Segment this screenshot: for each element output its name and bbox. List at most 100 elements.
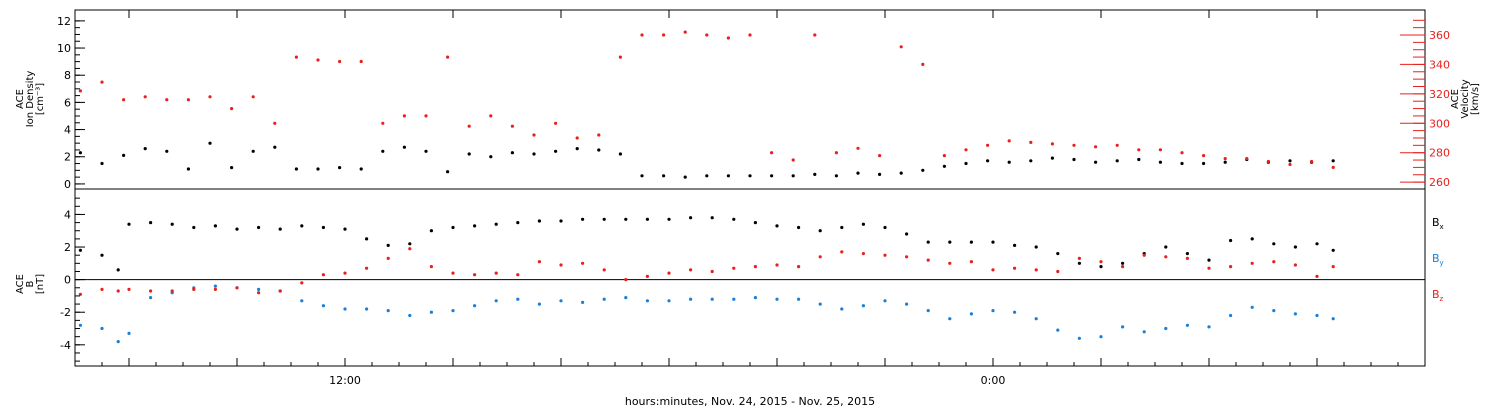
Bx-point (365, 237, 369, 241)
velocity-point (921, 62, 925, 66)
velocity-point (1029, 140, 1033, 144)
Bz-point (192, 287, 196, 291)
Bx-point (300, 224, 304, 228)
Bz-point (235, 286, 239, 290)
Bx-point (278, 227, 282, 231)
Bz-point (840, 250, 844, 254)
legend-sub: x (1440, 223, 1444, 231)
density-point (705, 174, 709, 178)
Bx-point (149, 221, 153, 225)
density-point (726, 174, 731, 178)
By-point (905, 302, 909, 306)
velocity-point (791, 158, 795, 162)
Bz-point (343, 271, 347, 275)
Bx-point (559, 219, 563, 223)
Bx-point (429, 229, 433, 233)
velocity-point (1223, 157, 1227, 161)
density-point (1050, 156, 1054, 160)
Bz-point (1142, 253, 1146, 257)
Bz-point (1056, 269, 1060, 274)
velocity-point (100, 80, 104, 84)
Bz-point (429, 265, 433, 269)
Bz-point (861, 252, 866, 256)
top-left-ylabel-line: [cm⁻³] (35, 83, 46, 115)
legend-sub: z (1440, 295, 1444, 303)
Bz-point (559, 263, 563, 267)
legend-sub: y (1440, 259, 1444, 267)
velocity-point (381, 121, 385, 125)
density-point (446, 170, 450, 174)
Bx-point (100, 253, 104, 257)
density-point (1180, 161, 1184, 166)
Bx-point (170, 222, 174, 226)
velocity-point (359, 59, 363, 64)
Bz-point (818, 255, 822, 259)
density-point (78, 151, 82, 155)
Bx-point (343, 227, 347, 231)
velocity-point (1115, 143, 1119, 147)
Bz-point (883, 253, 887, 257)
velocity-point (878, 154, 882, 158)
velocity-point (554, 121, 558, 125)
density-point (424, 149, 428, 153)
Bz-point (710, 269, 714, 274)
Bz-point (1013, 266, 1017, 270)
right-tick-label: 340 (1429, 58, 1450, 71)
Bx-point (689, 216, 693, 220)
velocity-point (230, 107, 234, 111)
velocity-point (1050, 142, 1054, 146)
density-point (921, 168, 925, 172)
velocity-point (942, 154, 947, 158)
By-point (116, 340, 120, 344)
density-point (143, 147, 147, 151)
velocity-point (1007, 139, 1011, 143)
Bx-point (948, 240, 952, 244)
Bz-point (689, 268, 693, 272)
Bz-point (321, 273, 325, 277)
By-point (861, 304, 866, 308)
density-point (230, 166, 234, 170)
Bx-point (1293, 245, 1297, 249)
Bz-point (926, 258, 930, 262)
By-point (149, 296, 153, 300)
density-point (554, 149, 558, 153)
Bx-point (883, 225, 887, 230)
Bx-point (926, 240, 930, 244)
Bz-point (451, 271, 455, 275)
Bz-point (1272, 260, 1276, 264)
velocity-point (1331, 165, 1335, 169)
Bz-point (1229, 265, 1233, 269)
velocity-point (986, 143, 990, 147)
By-point (1293, 312, 1297, 316)
velocity-point (618, 55, 623, 59)
Bz-point (1034, 268, 1038, 272)
Bx-point (969, 240, 974, 244)
velocity-point (1288, 162, 1292, 167)
density-point (1094, 160, 1098, 164)
Bx-point (1164, 245, 1168, 249)
By-point (78, 323, 82, 327)
Bz-point (473, 273, 477, 277)
plot-frame (74, 9, 1426, 367)
velocity-point (964, 148, 968, 152)
Bx-point (1331, 248, 1335, 252)
Bx-point (1207, 258, 1211, 262)
Bz-point (257, 291, 261, 295)
Bz-point (300, 281, 304, 285)
density-point (1223, 160, 1227, 164)
velocity-point (662, 33, 666, 37)
density-point (575, 147, 579, 151)
left-tick-label: 6 (64, 96, 71, 109)
velocity-point (640, 33, 644, 37)
Bx-point (818, 229, 822, 233)
density-point (1331, 159, 1335, 163)
density-point (618, 152, 623, 156)
Bz-point (537, 260, 542, 264)
Bx-point (537, 219, 542, 223)
Bz-point (127, 287, 131, 291)
legend-Bz: Bz (1432, 288, 1444, 303)
right-tick-label: 280 (1429, 147, 1450, 160)
Bx-point (78, 248, 82, 252)
Bz-point (624, 278, 628, 282)
